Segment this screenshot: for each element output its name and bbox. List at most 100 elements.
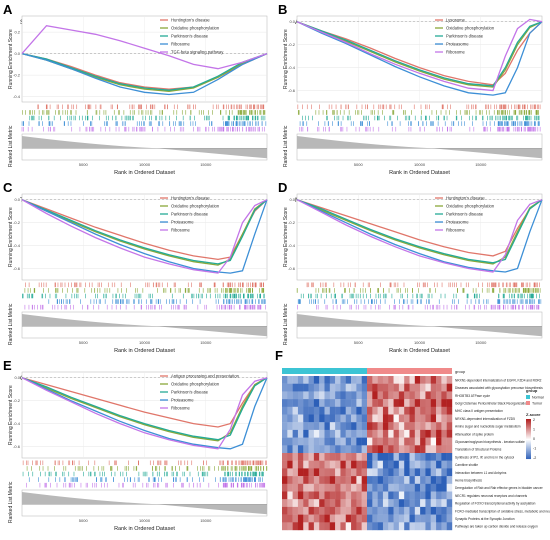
heatmap-cell [388, 414, 394, 423]
heatmap-cell [436, 460, 442, 469]
zscore-gradient-step [526, 429, 531, 431]
heatmap-cell [393, 383, 400, 392]
heatmap-cell [393, 453, 400, 461]
zscore-gradient-step [526, 425, 531, 427]
legend-label: Ribosome [171, 228, 191, 233]
heatmap-cell [393, 514, 400, 523]
legend-label: Parkinson's disease [446, 212, 484, 217]
legend-label: Huntington's disease [446, 196, 485, 201]
y-tick-label: -0.6 [13, 266, 21, 271]
heatmap-cell [420, 453, 426, 461]
heatmap-cell [441, 468, 447, 477]
series-line-4 [21, 199, 268, 274]
heatmap-cell [377, 476, 384, 484]
heatmap-cell [361, 460, 368, 469]
heatmap-cell [329, 468, 336, 477]
heatmap-cell [388, 453, 394, 461]
heatmap-cell [436, 491, 442, 500]
heatmap-cell [430, 445, 437, 454]
heatmap-cell [367, 429, 373, 438]
heatmap-cell [398, 414, 405, 423]
panel-letter: A [3, 2, 13, 17]
heatmap-cell [404, 383, 410, 392]
heatmap-cell [287, 453, 293, 461]
heatmap-cell [356, 391, 362, 400]
heatmap-cell [398, 453, 405, 461]
heatmap-cell [377, 483, 384, 492]
heatmap-cell [356, 383, 362, 392]
heatmap-cell [287, 429, 293, 438]
heatmap-cell [340, 437, 346, 446]
heatmap-cell [361, 445, 368, 454]
heatmap-cell [393, 460, 400, 469]
heatmap-cell [351, 522, 357, 531]
heatmap-cell [324, 514, 331, 523]
heatmap-cell [345, 491, 352, 500]
heatmap-cell [425, 499, 431, 508]
heatmap-cell [340, 414, 346, 423]
heatmap-cell [420, 476, 426, 484]
heatmap-cell [388, 376, 394, 384]
heatmap-cell [282, 437, 288, 446]
heatmap-cell [372, 391, 378, 400]
heatmap-cell [425, 445, 431, 454]
heatmap-cell [425, 414, 431, 423]
series-line-3 [21, 199, 268, 274]
heatmap-cell [335, 499, 341, 508]
heatmap-cell [430, 422, 437, 431]
heatmap-cell [361, 506, 368, 515]
heatmap-cell [282, 399, 288, 407]
heatmap-cell [303, 468, 309, 477]
heatmap-cell [287, 406, 293, 415]
heatmap-cell [382, 499, 389, 508]
heatmap-cell [414, 460, 421, 469]
heatmap-cell [319, 514, 325, 523]
heatmap-cell [340, 468, 346, 477]
heatmap-cell [404, 414, 410, 423]
heatmap-cell [282, 491, 288, 500]
heatmap-cell [297, 406, 304, 415]
heatmap-cell [430, 429, 437, 438]
heatmap-cell [324, 491, 331, 500]
hits-area [22, 460, 267, 488]
heatmap-cell [398, 476, 405, 484]
heatmap-cell [324, 376, 331, 384]
series-line-3 [296, 21, 543, 96]
heatmap-cell [367, 460, 373, 469]
heatmap-cell [388, 391, 394, 400]
heatmap-cell [297, 468, 304, 477]
heatmap-cell [335, 491, 341, 500]
heatmap-cell [351, 414, 357, 423]
heatmap-cell [430, 491, 437, 500]
heatmap-cell [340, 391, 346, 400]
heatmap-cell [388, 491, 394, 500]
heatmap-cell [287, 414, 293, 423]
heatmap-cell [414, 429, 421, 438]
zscore-gradient-step [526, 433, 531, 435]
heatmap-cell [356, 406, 362, 415]
heatmap-cell [335, 376, 341, 384]
heatmap-cell [388, 460, 394, 469]
heatmap-cell [367, 491, 373, 500]
heatmap-cell [324, 406, 331, 415]
heatmap-cell [446, 437, 453, 446]
zscore-gradient-step [526, 447, 531, 449]
heatmap-cell [351, 391, 357, 400]
heatmap-cell [414, 483, 421, 492]
heatmap-cell [425, 491, 431, 500]
heatmap-cell [436, 414, 442, 423]
heatmap-cell [345, 437, 352, 446]
heatmap-cell [382, 437, 389, 446]
heatmap-cell [303, 422, 309, 431]
heatmap-cell [430, 437, 437, 446]
heatmap-cell [404, 406, 410, 415]
heatmap-cell [308, 414, 315, 423]
heatmap-cell [414, 391, 421, 400]
heatmap-cell [425, 429, 431, 438]
y-tick-label: -0.2 [13, 398, 21, 403]
heatmap-cell [340, 476, 346, 484]
heatmap-cell [441, 437, 447, 446]
heatmap-cell [356, 460, 362, 469]
legend-label: Proteasome [171, 220, 194, 225]
zscore-gradient-step [526, 431, 531, 433]
